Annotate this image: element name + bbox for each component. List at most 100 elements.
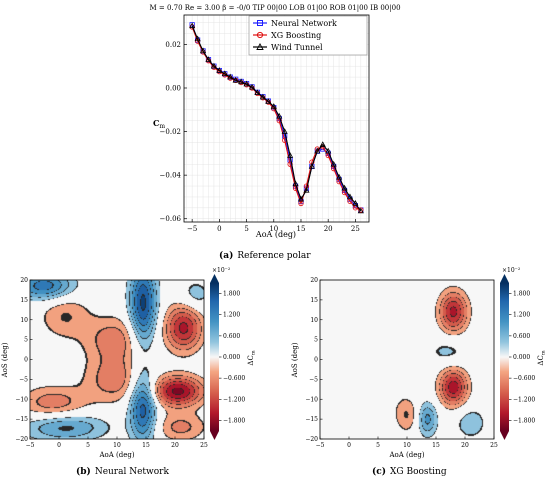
y-tick-label: 5: [24, 337, 28, 344]
colorbar-tick-label: 0.000: [223, 354, 240, 361]
legend-square-marker: [257, 20, 263, 26]
data-point: [221, 70, 228, 77]
x-tick-label: 10: [113, 442, 121, 449]
y-tick-label: −15: [15, 416, 28, 423]
colorbar-tick-label: 1.800: [513, 291, 530, 298]
y-tick-label: 10: [310, 317, 318, 324]
x-tick-label: −5: [316, 442, 325, 449]
y-tick-label: 5: [314, 337, 318, 344]
colorbar-tick-label: 1.200: [513, 312, 530, 319]
data-point: [325, 147, 332, 154]
x-tick-label: −5: [26, 442, 35, 449]
caption-a: (a) Reference polar: [219, 250, 311, 261]
y-tick-label: −10: [15, 396, 28, 403]
data-point: [270, 103, 277, 109]
data-point: [265, 98, 272, 104]
data-point: [303, 186, 310, 193]
colorbar-tick-label: −1.200: [223, 396, 245, 403]
data-point: [292, 180, 299, 187]
data-point: [352, 200, 359, 206]
y-tick-label: −0.04: [160, 172, 182, 180]
polar-plot-frame: [183, 14, 370, 223]
colorbar-bottom-extension: [500, 431, 509, 440]
data-point: [346, 193, 354, 200]
y-tick-label: −20: [305, 436, 318, 443]
xg-boosting-x-axis-label: AoA (deg): [388, 451, 424, 459]
legend-label-xg-boosting: XG Boosting: [271, 31, 321, 40]
colorbar-tick-label: −0.600: [223, 375, 245, 382]
x-tick-label: 5: [244, 225, 248, 233]
colorbar-top-extension: [210, 274, 219, 283]
xg-boosting-y-axis-label: AoS (deg): [291, 342, 299, 378]
x-tick-label: 20: [324, 225, 333, 233]
x-tick-label: −5: [187, 225, 197, 233]
data-point: [308, 163, 315, 169]
x-tick-label: 25: [200, 442, 208, 449]
y-tick-label: −10: [305, 396, 318, 403]
y-tick-label: 10: [20, 317, 28, 324]
series-line: [191, 25, 362, 212]
colorbar-tick-label: −1.200: [513, 396, 535, 403]
caption-b: (b) Neural Network: [76, 466, 169, 477]
y-tick-label: 20: [20, 277, 28, 284]
polar-legend: Neural Network XG Boosting Wind Tunnel: [248, 15, 368, 56]
neural-network-colorbar-ticks: 1.800 1.200 0.600 0.000 −0.600 −1.200 −1.800: [219, 291, 245, 424]
x-tick-label: 0: [57, 442, 61, 449]
caption-a-text: Reference polar: [237, 251, 311, 261]
data-point: [287, 152, 294, 158]
y-tick-label: 0.00: [165, 84, 181, 92]
colorbar-tick-label: 0.600: [223, 333, 240, 340]
caption-c-tag: (c): [372, 466, 386, 477]
xg-boosting-ticks: −5 0 5 10 15 20 25 20 15 10 5 0 −5 −10 −15 −20: [305, 277, 498, 449]
x-tick-label: 25: [351, 225, 360, 233]
neural-network-y-axis-label: AoS (deg): [1, 342, 9, 378]
y-tick-label: −15: [305, 416, 318, 423]
colorbar-exponent: ×10⁻²: [212, 267, 231, 274]
data-point: [314, 147, 321, 154]
neural-network-x-axis-label: AoA (deg): [98, 451, 134, 459]
colorbar-tick-label: 0.000: [513, 354, 530, 361]
x-tick-label: 0: [217, 225, 221, 233]
y-tick-label: 15: [310, 297, 318, 304]
data-point: [319, 141, 326, 147]
x-tick-label: 20: [171, 442, 179, 449]
legend-label-neural-network: Neural Network: [271, 19, 337, 28]
x-tick-label: 15: [297, 225, 306, 233]
xg-boosting-colorbar: 1.800 1.200 0.600 0.000 −0.600 −1.200 −1.800 ×…: [500, 267, 547, 440]
reference-polar-chart: M = 0.70 Re = 3.00 β = -0/0 TIP 00|00 LO…: [149, 4, 400, 261]
x-tick-label: 20: [461, 442, 469, 449]
legend-circle-marker: [256, 31, 264, 39]
y-tick-label: 0.02: [165, 41, 181, 49]
colorbar-bottom-extension: [210, 431, 219, 440]
colorbar-label: ΔCm: [537, 350, 547, 365]
data-point: [330, 160, 337, 167]
neural-network-contour-chart: −5 0 5 10 15 20 25 20 15 10 5 0 −5 −10 −15 −20 AoA (deg…: [1, 267, 257, 477]
caption-b-text: Neural Network: [95, 467, 170, 477]
colorbar-gradient: [500, 283, 509, 431]
polar-series: [189, 22, 364, 214]
colorbar-tick-label: 1.800: [223, 291, 240, 298]
colorbar-tick-label: −1.800: [513, 417, 535, 424]
y-tick-label: −5: [19, 376, 28, 383]
y-tick-label: −0.06: [160, 215, 182, 223]
colorbar-tick-label: 0.600: [513, 333, 530, 340]
x-tick-label: 0: [347, 442, 351, 449]
data-point: [259, 93, 266, 100]
y-tick-label: 20: [310, 277, 318, 284]
colorbar-tick-label: 1.200: [223, 312, 240, 319]
x-tick-label: 10: [269, 225, 278, 233]
colorbar-exponent: ×10⁻²: [502, 267, 521, 274]
colorbar-tick-label: −0.600: [513, 375, 535, 382]
legend-frame: [248, 15, 368, 56]
x-tick-label: 5: [376, 442, 380, 449]
xg-boosting-contour-field: [320, 280, 494, 439]
x-tick-label: 5: [86, 442, 90, 449]
polar-y-axis-label: Cm: [153, 118, 165, 130]
y-tick-label: 0: [314, 357, 318, 364]
xg-boosting-contour-chart: −5 0 5 10 15 20 25 20 15 10 5 0 −5 −10 −15 −20 AoA (deg…: [291, 267, 547, 477]
data-point: [232, 76, 239, 83]
data-point: [341, 184, 348, 191]
caption-b-tag: (b): [76, 466, 91, 477]
polar-title: M = 0.70 Re = 3.00 β = -0/0 TIP 00|00 LO…: [149, 4, 400, 12]
x-tick-label: 15: [142, 442, 150, 449]
